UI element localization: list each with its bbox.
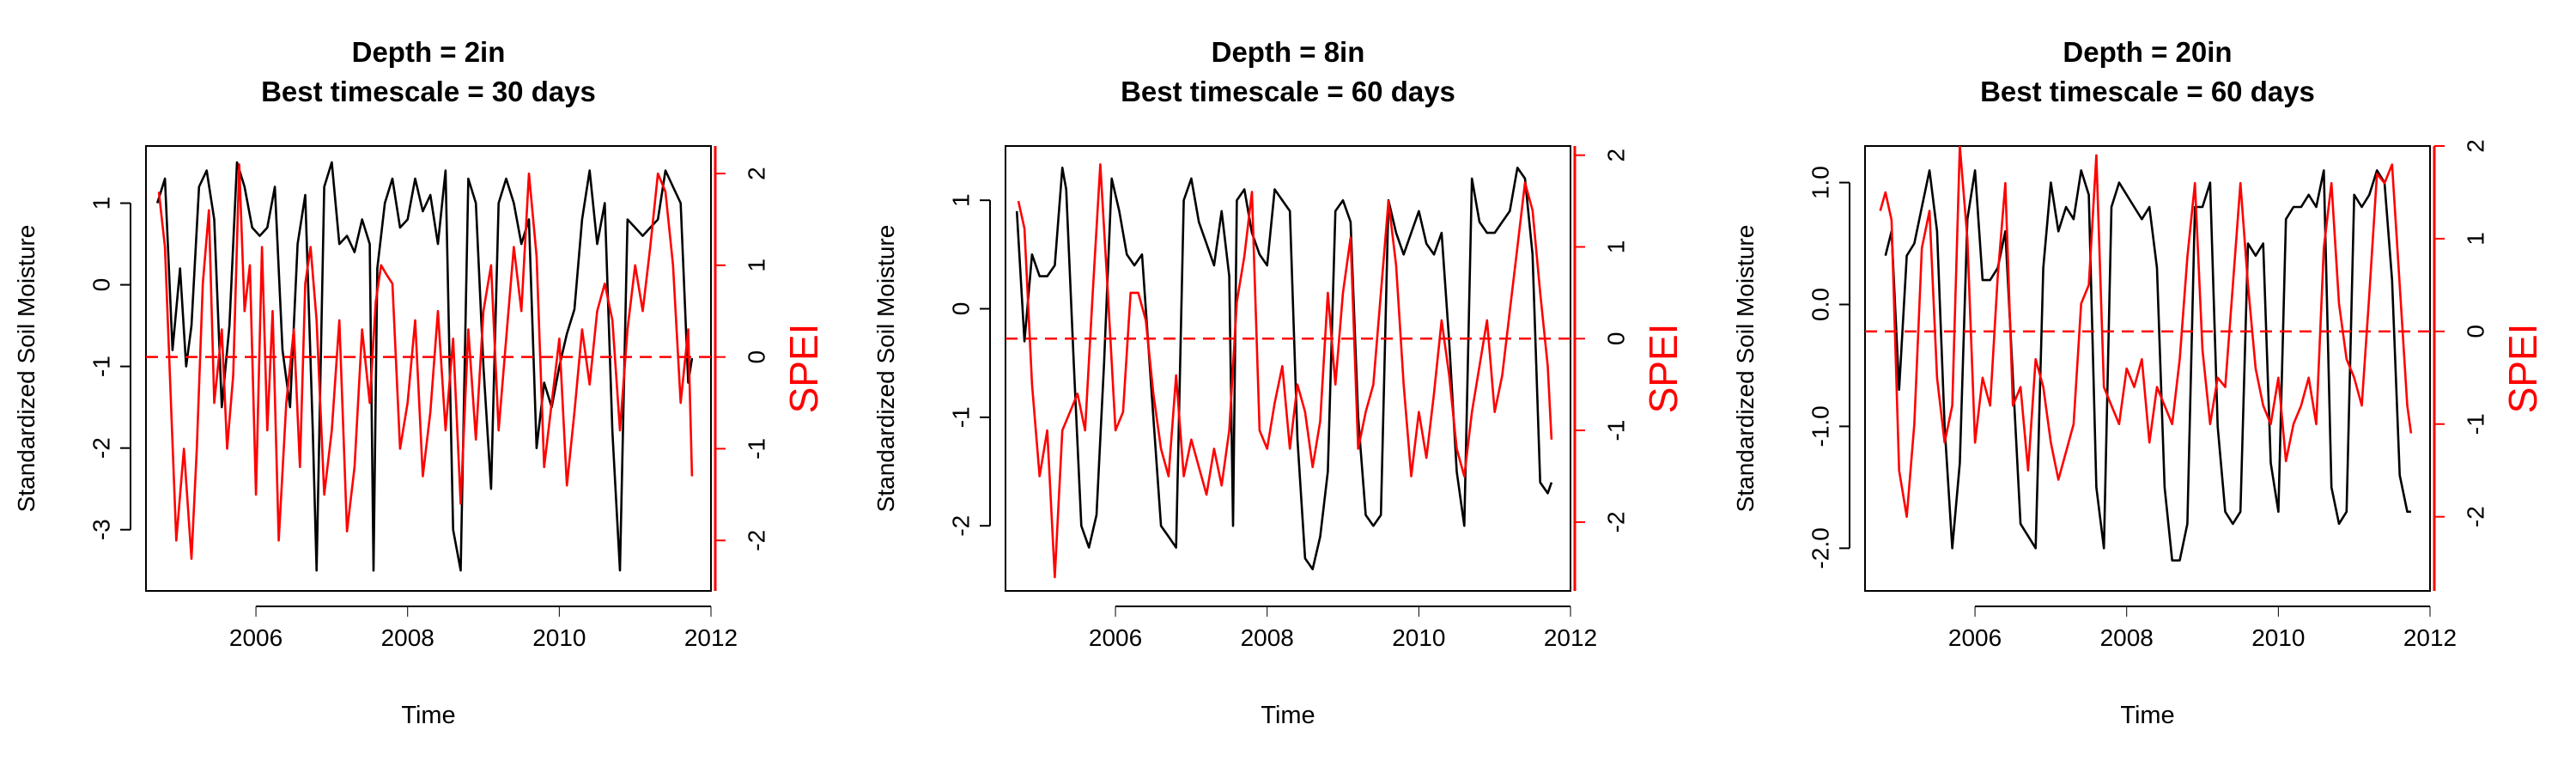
left-y-tick-label: -2.0 [1807,527,1834,569]
x-tick-label: 2006 [1948,624,2002,651]
right-y-tick-label: 1 [2463,232,2489,246]
right-y-tick-label: 0 [2463,325,2489,338]
x-tick-label: 2006 [229,624,283,651]
chart-title-line-1: Depth = 8in [1212,36,1365,68]
left-y-tick-label: 0 [948,302,975,316]
x-tick-label: 2006 [1089,624,1142,651]
right-y-tick-label: -1 [1603,420,1630,441]
right-y-tick-label: 2 [2463,139,2489,153]
series-line-soil-moisture [155,161,694,572]
left-y-axis-label: Standardized Soil Moisture [1732,225,1759,513]
right-y-axis-label: SPEI [2500,324,2545,414]
chart-panel-2: Depth = 8in Best timescale = 60 days 2006 2… [872,36,1686,729]
x-axis-label: Time [401,702,455,729]
right-y-tick-label: -2 [1603,511,1630,533]
right-y-tick-label: 1 [1603,240,1630,254]
series-line-spei [1017,163,1553,579]
x-tick-label: 2012 [2403,624,2457,651]
chart-title-line-2: Best timescale = 60 days [1121,76,1455,107]
left-y-axis-label: Standardized Soil Moisture [872,225,899,513]
right-y-tick-label: -2 [2463,506,2489,527]
right-y-tick-label: 2 [744,167,770,180]
x-tick-label: 2008 [1241,624,1294,651]
series-line-spei [1879,146,2413,519]
left-y-tick-label: -2 [948,515,975,537]
right-y-axis-label: SPEI [1641,324,1686,414]
right-y-tick-label: -1 [2463,413,2489,435]
left-y-tick-label: 1 [88,197,115,210]
left-y-axis-label: Standardized Soil Moisture [13,225,39,513]
chart-title-line-1: Depth = 2in [352,36,506,68]
plot-frame [145,145,712,592]
right-y-tick-label: 0 [744,350,770,364]
left-y-tick-label: -2 [88,437,115,459]
left-y-tick-label: 1.0 [1807,166,1834,199]
chart-panel-3: Depth = 20in Best timescale = 60 days 2006… [1732,36,2545,729]
chart-title-line-2: Best timescale = 60 days [1980,76,2315,107]
right-y-tick-label: 2 [1603,149,1630,162]
left-y-tick-label: 0 [88,278,115,292]
chart-panel-1: Depth = 2in Best timescale = 30 days 2006 2… [13,36,826,729]
chart-title-line-2: Best timescale = 30 days [261,76,596,107]
x-tick-label: 2008 [381,624,434,651]
x-tick-label: 2012 [1544,624,1597,651]
x-tick-label: 2010 [532,624,586,651]
left-y-tick-label: -1.0 [1807,405,1834,447]
plot-frame [1864,145,2431,592]
chart-title-line-1: Depth = 20in [2063,36,2232,68]
right-y-axis-label: SPEI [781,324,826,414]
right-y-tick-label: -1 [744,438,770,460]
x-tick-label: 2010 [2251,624,2305,651]
right-y-tick-label: -2 [744,530,770,551]
series-line-soil-moisture [1015,167,1553,571]
x-axis-label: Time [2120,702,2174,729]
x-tick-label: 2010 [1392,624,1445,651]
x-tick-label: 2008 [2100,624,2154,651]
left-y-tick-label: 1 [948,193,975,207]
left-y-tick-label: 0.0 [1807,288,1834,321]
plot-frame [1005,145,1571,592]
left-y-tick-label: -1 [948,406,975,428]
right-y-tick-label: 1 [744,259,770,272]
right-y-tick-label: 0 [1603,332,1630,345]
x-tick-label: 2012 [684,624,738,651]
x-axis-label: Time [1261,702,1315,729]
left-y-tick-label: -3 [88,519,115,540]
series-line-spei [157,163,694,560]
left-y-tick-label: -1 [88,356,115,377]
series-line-soil-moisture [1884,169,2411,562]
